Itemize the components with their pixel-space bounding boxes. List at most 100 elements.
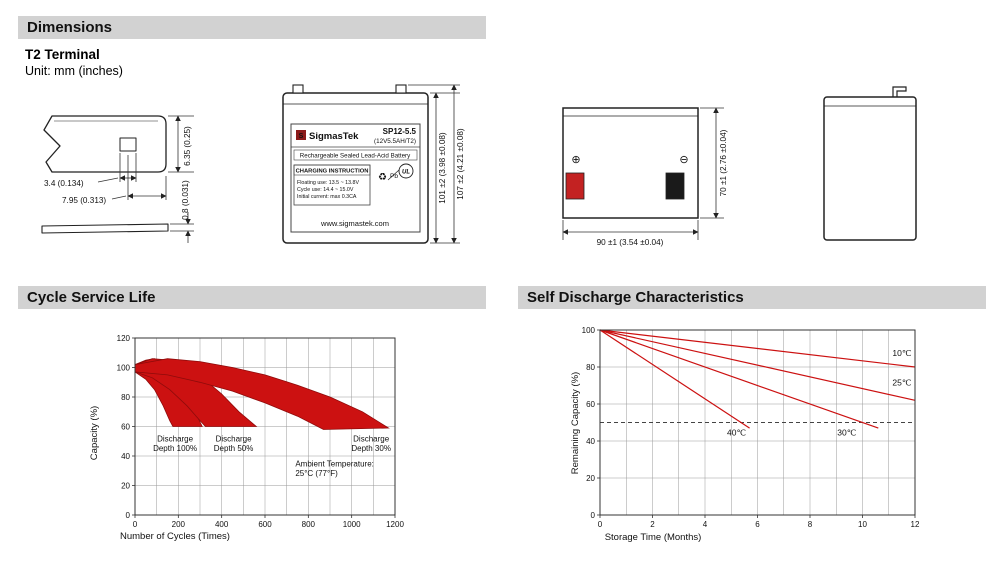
y-tick-label: 0 [591, 511, 596, 520]
cycle-section-title: Cycle Service Life [27, 289, 156, 306]
y-axis-label: Remaining Capacity (%) [570, 372, 581, 474]
dim-terminal-tab-length: 7.95 (0.313) [62, 196, 106, 205]
battery-side-view [823, 86, 917, 241]
annotation: Discharge [216, 434, 253, 443]
dimension-drawings-svg: 6.35 (0.25) 3.4 (0.134) 7.95 (0.313) 0.8… [41, 84, 917, 247]
dim-depth: 70 ±1 (2.76 ±0.04) [719, 129, 728, 196]
x-tick-label: 1200 [386, 520, 404, 529]
terminal-tab-right [395, 84, 407, 94]
terminal-hole [119, 137, 137, 152]
leader-line [111, 195, 127, 200]
brand-logo-letter: S [299, 133, 304, 140]
annotation: Discharge [157, 434, 194, 443]
brand-logo-icon [296, 130, 306, 140]
y-tick-label: 60 [121, 422, 130, 431]
y-tick-label: 100 [117, 363, 131, 372]
x-tick-label: 200 [172, 520, 186, 529]
annotation: Ambient Temperature: [295, 459, 374, 468]
series-line-30℃ [599, 329, 879, 429]
y-tick-label: 80 [586, 363, 595, 372]
dimensions-section-header: Dimensions [18, 16, 486, 39]
cycle-section-header: Cycle Service Life [18, 286, 486, 309]
pb-label: Pb [390, 173, 398, 180]
annotation: Depth 100% [153, 444, 197, 453]
dim-case-height: 101 ±2 (3.98 ±0.08) [438, 132, 447, 204]
positive-symbol: ⊕ [571, 154, 580, 166]
recycle-icon: ♻ [378, 172, 387, 183]
battery-type-text: Rechargeable Sealed Lead-Acid Battery [300, 153, 411, 160]
y-axis-label: Capacity (%) [89, 406, 100, 460]
annotation: Discharge [353, 434, 390, 443]
charging-line-3: Initial current: max 0.3CA [297, 194, 357, 200]
x-tick-label: 12 [911, 520, 920, 529]
x-tick-label: 1000 [343, 520, 361, 529]
series-line-10℃ [599, 329, 916, 368]
brand-name: SigmasTek [309, 131, 359, 142]
self-discharge-chart: 10℃ 25℃ 30℃ 40℃ 0 2 4 6 8 10 12 0 20 40 60 80 100 Storage… [570, 326, 920, 543]
y-tick-label: 80 [121, 393, 130, 402]
y-tick-label: 40 [586, 437, 595, 446]
dim-total-height: 107 ±2 (4.21 ±0.08) [456, 128, 465, 200]
x-tick-label: 0 [598, 520, 603, 529]
website-text: www.sigmastek.com [320, 219, 389, 228]
negative-terminal-marker [665, 172, 685, 200]
product-label [290, 123, 421, 233]
x-tick-label: 600 [258, 520, 272, 529]
charging-title-bar [293, 164, 371, 176]
band-discharge-depth-30% [134, 358, 390, 430]
x-axis-label: Storage Time (Months) [605, 532, 702, 543]
battery-top-view: ⊕ ⊖ 70 ±1 (2.76 ±0.04) 90 ±1 (3.54 ±0.04… [562, 107, 728, 247]
dim-width: 90 ±1 (3.54 ±0.04) [597, 238, 664, 247]
annotation: Depth 50% [214, 444, 254, 453]
cycle-service-life-chart: 0 200 400 600 800 1000 1200 0 20 40 60 80 100 120 Disc… [89, 334, 404, 542]
series-label-30℃: 30℃ [837, 427, 856, 437]
battery-front-view: S SigmasTek SP12-5.5 (12V5.5AH/T2) Recha… [282, 84, 465, 244]
x-axis-label: Number of Cycles (Times) [120, 531, 230, 542]
model-rating: (12V5.5AH/T2) [374, 138, 416, 145]
type-line-box [293, 149, 418, 161]
x-tick-label: 400 [215, 520, 229, 529]
y-tick-label: 60 [586, 400, 595, 409]
y-tick-label: 20 [121, 481, 130, 490]
leader-line [97, 177, 119, 183]
charging-title: CHARGING INSTRUCTION [296, 169, 369, 175]
series-line-40℃ [599, 329, 750, 429]
x-tick-label: 2 [650, 520, 655, 529]
y-tick-label: 0 [126, 511, 131, 520]
terminal-outline [43, 115, 167, 173]
ul-mark-circle [398, 163, 414, 179]
series-label-10℃: 10℃ [892, 348, 911, 358]
side-view-outline [823, 96, 917, 241]
charging-line-2: Cycle use: 14.4 ~ 15.0V [297, 187, 354, 193]
y-tick-label: 100 [582, 326, 596, 335]
series-label-25℃: 25℃ [892, 378, 911, 388]
terminal-tab-left [292, 84, 304, 94]
self-discharge-section-header: Self Discharge Characteristics [518, 286, 986, 309]
annotation: Depth 30% [351, 444, 391, 453]
dim-terminal-thickness: 0.8 (0.031) [181, 180, 190, 220]
x-tick-label: 8 [808, 520, 813, 529]
top-view-outline [562, 107, 699, 219]
x-tick-label: 4 [703, 520, 708, 529]
y-tick-label: 40 [121, 452, 130, 461]
x-tick-label: 800 [302, 520, 316, 529]
self-discharge-section-title: Self Discharge Characteristics [527, 289, 744, 306]
series-line-25℃ [599, 329, 916, 401]
pb-strike [387, 169, 400, 181]
side-terminal-tab [892, 86, 907, 97]
charging-line-1: Floating use: 13.5 ~ 13.8V [297, 180, 359, 186]
annotation: 25°C (77°F) [295, 469, 338, 478]
positive-terminal-marker [565, 172, 585, 200]
series-label-40℃: 40℃ [727, 427, 746, 437]
dim-terminal-tab-width: 6.35 (0.25) [183, 126, 192, 166]
y-tick-label: 120 [117, 334, 131, 343]
terminal-type-title: T2 Terminal [25, 47, 100, 62]
negative-symbol: ⊖ [679, 154, 688, 166]
model-number: SP12-5.5 [383, 127, 417, 136]
terminal-thickness-view [41, 223, 169, 234]
ul-mark-label: UL [402, 170, 410, 176]
y-tick-label: 20 [586, 474, 595, 483]
terminal-drawing: 6.35 (0.25) 3.4 (0.134) 7.95 (0.313) 0.8… [41, 115, 194, 243]
dimensions-section-title: Dimensions [27, 19, 113, 36]
